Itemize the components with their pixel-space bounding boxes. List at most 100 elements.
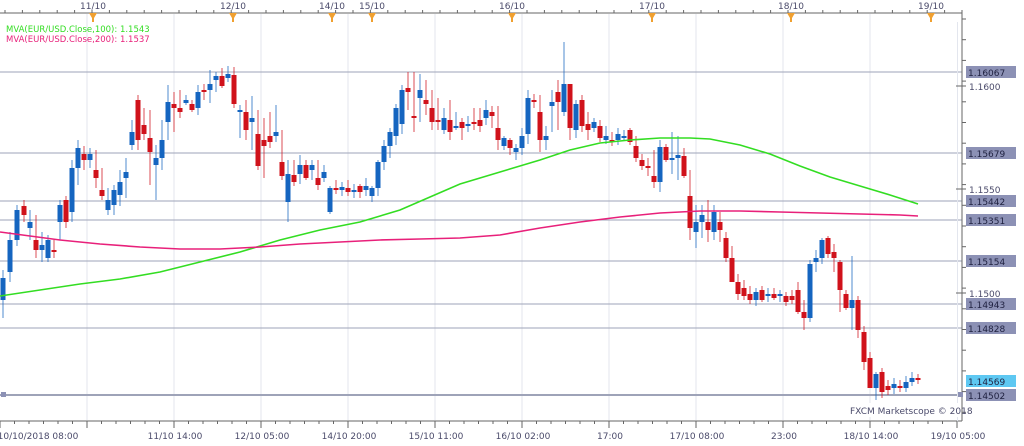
candle bbox=[735, 282, 741, 294]
date-marker-icon[interactable] bbox=[648, 13, 656, 22]
candle bbox=[597, 126, 603, 138]
candle bbox=[561, 84, 567, 112]
x-axis-label: 12/10 05:00 bbox=[235, 432, 290, 442]
candle bbox=[729, 258, 735, 282]
candle bbox=[135, 100, 141, 140]
candle bbox=[693, 222, 699, 232]
candle bbox=[471, 122, 477, 124]
y-axis-label: 1.1600 bbox=[969, 83, 1001, 93]
candle bbox=[591, 122, 597, 128]
candle bbox=[507, 140, 513, 148]
candle bbox=[483, 110, 489, 118]
candle bbox=[477, 120, 483, 126]
candle bbox=[63, 200, 69, 222]
candle bbox=[339, 187, 345, 190]
candle bbox=[879, 372, 885, 392]
mva200-line bbox=[0, 210, 919, 250]
x-axis-label: 10/10/2018 08:00 bbox=[0, 432, 79, 442]
candle bbox=[603, 136, 609, 140]
candle bbox=[285, 174, 291, 202]
candle bbox=[513, 148, 519, 152]
price-tag bbox=[966, 322, 1016, 334]
date-marker-icon[interactable] bbox=[328, 13, 336, 22]
level-line-right-handle[interactable] bbox=[958, 392, 963, 397]
candle bbox=[855, 300, 861, 330]
date-marker-icon[interactable] bbox=[89, 13, 97, 22]
candle bbox=[669, 158, 675, 160]
candle bbox=[831, 252, 837, 258]
x-axis-label: 15/10 11:00 bbox=[409, 432, 464, 442]
mva200-legend: MVA(EUR/USD.Close,200): 1.1537 bbox=[6, 35, 150, 45]
price-tag-label: 1.15351 bbox=[968, 217, 1005, 227]
candle bbox=[213, 76, 219, 80]
candle bbox=[447, 120, 453, 132]
candle bbox=[813, 258, 819, 262]
candle bbox=[117, 182, 123, 195]
candle bbox=[351, 190, 357, 192]
top-date-label: 11/10 bbox=[80, 2, 106, 12]
date-marker-icon[interactable] bbox=[368, 13, 376, 22]
date-marker-icon[interactable] bbox=[927, 13, 935, 22]
price-tag bbox=[966, 375, 1016, 387]
candle bbox=[789, 296, 795, 300]
candle bbox=[807, 264, 813, 318]
candle bbox=[675, 155, 681, 158]
candle bbox=[699, 215, 705, 222]
candle bbox=[897, 386, 903, 388]
candle bbox=[411, 116, 417, 118]
candle bbox=[123, 172, 129, 178]
price-tag bbox=[966, 255, 1016, 267]
candle bbox=[177, 108, 183, 112]
candle bbox=[885, 386, 891, 390]
candle bbox=[399, 90, 405, 124]
candle bbox=[825, 238, 831, 254]
date-marker-icon[interactable] bbox=[508, 13, 516, 22]
date-marker-icon[interactable] bbox=[787, 13, 795, 22]
candle bbox=[279, 162, 285, 176]
candle bbox=[465, 124, 471, 126]
candle bbox=[105, 200, 111, 210]
candle bbox=[777, 294, 783, 296]
candle bbox=[291, 175, 297, 182]
candle bbox=[759, 290, 765, 300]
candle bbox=[903, 382, 909, 388]
price-tag-label: 1.15442 bbox=[968, 198, 1005, 208]
candle bbox=[573, 104, 579, 130]
level-line-left-handle[interactable] bbox=[1, 392, 6, 397]
mva100-legend: MVA(EUR/USD.Close,100): 1.1543 bbox=[6, 25, 150, 35]
candle bbox=[327, 188, 333, 212]
candle bbox=[717, 222, 723, 230]
candle bbox=[237, 110, 243, 112]
y-axis-label: 1.1550 bbox=[969, 186, 1001, 196]
x-axis-label: 17/10 08:00 bbox=[670, 432, 725, 442]
candle bbox=[159, 140, 165, 158]
candle bbox=[363, 186, 369, 190]
candle bbox=[153, 158, 159, 165]
candle bbox=[243, 112, 249, 130]
candle bbox=[453, 126, 459, 128]
candle bbox=[657, 147, 663, 182]
candle bbox=[537, 112, 543, 140]
candle bbox=[51, 250, 57, 252]
candle bbox=[345, 188, 351, 192]
date-marker-icon[interactable] bbox=[229, 13, 237, 22]
candle bbox=[189, 104, 195, 110]
price-tag-label: 1.14569 bbox=[968, 378, 1005, 388]
candle bbox=[87, 154, 93, 160]
candle bbox=[681, 156, 687, 176]
candle bbox=[891, 384, 897, 388]
candle bbox=[615, 134, 621, 140]
candle bbox=[93, 170, 99, 178]
top-date-label: 17/10 bbox=[639, 2, 665, 12]
candle bbox=[867, 358, 873, 388]
x-axis-label: 19/10 05:00 bbox=[931, 432, 986, 442]
candle bbox=[525, 98, 531, 134]
candle bbox=[747, 294, 753, 300]
candle bbox=[309, 165, 315, 170]
top-date-label: 18/10 bbox=[778, 2, 804, 12]
candle bbox=[261, 140, 267, 146]
x-axis-label: 16/10 02:00 bbox=[496, 432, 551, 442]
candle bbox=[33, 240, 39, 250]
